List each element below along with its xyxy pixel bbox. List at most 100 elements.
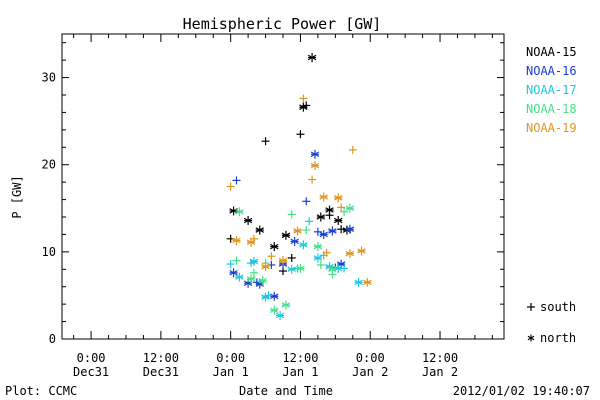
x-tick-label-time: 0:00 xyxy=(216,351,245,365)
x-tick-label-date: Jan 1 xyxy=(282,365,318,379)
x-tick-label-time: 12:00 xyxy=(282,351,318,365)
x-tick-label-date: Jan 2 xyxy=(352,365,388,379)
legend-entry: NOAA-15 xyxy=(526,45,577,59)
marker-legend: south north xyxy=(527,300,576,345)
marker-legend-label: south xyxy=(540,300,576,314)
north-point xyxy=(290,236,299,246)
x-tick-label-date: Jan 1 xyxy=(213,365,249,379)
south-point xyxy=(305,217,314,226)
north-point xyxy=(307,53,317,63)
north-point xyxy=(229,268,238,278)
north-point xyxy=(354,277,363,287)
north-point xyxy=(334,193,343,203)
south-point xyxy=(340,207,349,216)
x-tick-label-date: Jan 2 xyxy=(422,365,458,379)
north-point xyxy=(328,226,337,236)
marker-legend-entry: north xyxy=(527,331,576,345)
south-point xyxy=(316,260,325,269)
north-point xyxy=(287,264,296,274)
south-point xyxy=(296,130,305,139)
south-point xyxy=(267,252,276,261)
north-point xyxy=(313,242,323,252)
y-axis-label: P [GW] xyxy=(10,175,24,218)
south-point xyxy=(322,248,331,257)
south-point xyxy=(337,225,346,234)
north-point xyxy=(345,203,355,213)
marker-legend-label: north xyxy=(540,331,576,345)
north-point xyxy=(261,262,270,272)
north-point xyxy=(235,272,244,282)
north-point xyxy=(345,224,355,234)
legend-entry: NOAA-17 xyxy=(526,83,577,97)
south-point xyxy=(308,175,317,184)
south-point xyxy=(249,268,258,277)
south-point xyxy=(302,197,311,206)
south-point xyxy=(287,253,296,262)
y-axis: 0 10 20 30 xyxy=(42,42,504,346)
north-point xyxy=(319,229,328,239)
north-point xyxy=(270,291,279,301)
north-point xyxy=(270,305,279,315)
north-point xyxy=(235,207,244,217)
north-point xyxy=(310,161,320,171)
south-point xyxy=(232,256,241,265)
legend-entry: NOAA-19 xyxy=(526,121,577,135)
north-point xyxy=(243,215,253,225)
north-point xyxy=(325,205,334,215)
north-point xyxy=(296,263,305,273)
south-point xyxy=(348,145,357,154)
north-point xyxy=(310,149,320,159)
north-point xyxy=(345,249,355,259)
legend-entry: NOAA-16 xyxy=(526,64,577,78)
y-tick-label: 20 xyxy=(42,158,56,172)
south-point xyxy=(337,203,346,212)
south-point xyxy=(232,176,241,185)
x-tick-label-time: 0:00 xyxy=(77,351,106,365)
x-tick-label-date: Dec31 xyxy=(73,365,109,379)
north-point xyxy=(328,264,337,274)
south-point xyxy=(287,210,296,219)
x-axis-label: Date and Time xyxy=(239,384,333,398)
data-points xyxy=(226,53,372,320)
x-tick-label-time: 12:00 xyxy=(422,351,458,365)
chart-title: Hemispheric Power [GW] xyxy=(183,15,382,33)
y-tick-label: 0 xyxy=(49,332,56,346)
south-point xyxy=(299,94,308,103)
y-tick-label: 10 xyxy=(42,245,56,259)
north-point xyxy=(313,253,323,263)
y-tick-label: 30 xyxy=(42,71,56,85)
north-point xyxy=(275,310,285,320)
north-point xyxy=(363,277,372,287)
legend-entry: NOAA-18 xyxy=(526,102,577,116)
north-point xyxy=(278,256,288,266)
north-point xyxy=(255,225,264,235)
north-point xyxy=(319,192,328,202)
north-point xyxy=(270,242,279,252)
south-point xyxy=(226,182,235,191)
north-point xyxy=(281,230,291,240)
north-point xyxy=(246,274,256,284)
footer-timestamp: 2012/01/02 19:40:07 xyxy=(453,384,590,398)
legend: NOAA-15 NOAA-16 NOAA-17 NOAA-18 NOAA-19 xyxy=(526,45,577,135)
north-point xyxy=(246,237,256,247)
south-point xyxy=(313,227,322,236)
x-tick-label-date: Dec31 xyxy=(143,365,179,379)
marker-legend-entry: south xyxy=(527,300,576,314)
north-point xyxy=(232,236,241,246)
x-tick-label-time: 0:00 xyxy=(356,351,385,365)
south-point xyxy=(261,137,270,146)
north-point xyxy=(334,215,343,225)
footer-credit: Plot: CCMC xyxy=(5,384,77,398)
north-point xyxy=(281,300,291,310)
south-point xyxy=(226,260,235,269)
north-point xyxy=(293,226,302,236)
north-point xyxy=(258,276,267,286)
north-point xyxy=(299,102,308,112)
north-point xyxy=(299,240,308,250)
south-point xyxy=(302,226,311,235)
north-point xyxy=(316,212,325,222)
x-tick-label-time: 12:00 xyxy=(143,351,179,365)
north-point xyxy=(249,256,259,266)
